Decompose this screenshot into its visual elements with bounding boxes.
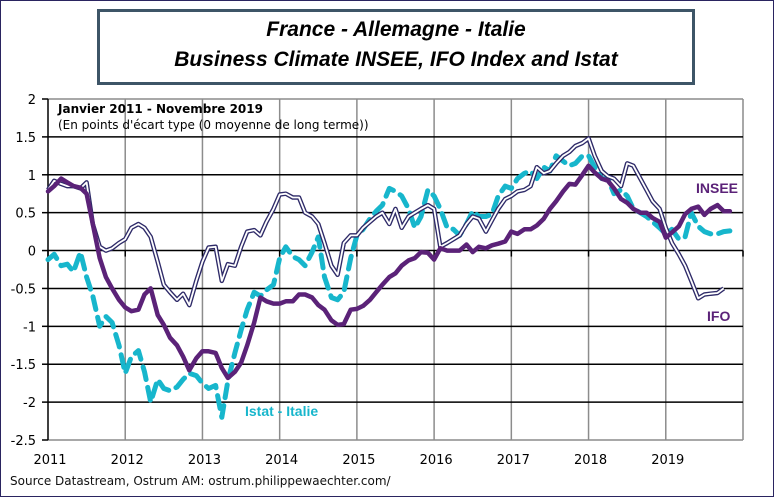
x-tick-label: 2014 bbox=[265, 453, 298, 468]
y-axis-ticks: 2 1.5 1 0.5 0 -0.5 -1 -1.5 -2 -2.5 bbox=[11, 93, 744, 449]
chart-title-box: France - Allemagne - Italie Business Cli… bbox=[97, 9, 695, 85]
chart-subtitle: Janvier 2011 - Novembre 2019 bbox=[57, 102, 263, 116]
y-tick-label: 0 bbox=[28, 245, 36, 260]
x-tick-label: 2015 bbox=[342, 453, 375, 468]
label-ifo: IFO bbox=[707, 308, 730, 324]
y-tick-label: 2 bbox=[28, 93, 36, 108]
x-tick-label: 2018 bbox=[574, 453, 607, 468]
x-tick-label: 2016 bbox=[420, 453, 453, 468]
y-tick-label: 0.5 bbox=[15, 207, 36, 222]
x-tick-label: 2017 bbox=[497, 453, 530, 468]
chart-title-line-2: Business Climate INSEE, IFO Index and Is… bbox=[174, 48, 618, 71]
x-tick-label: 2012 bbox=[111, 453, 144, 468]
x-tick-label: 2011 bbox=[33, 453, 66, 468]
y-tick-label: 1.5 bbox=[15, 131, 36, 146]
series-line-insee bbox=[45, 163, 733, 381]
x-tick-label: 2013 bbox=[188, 453, 221, 468]
grid bbox=[47, 98, 744, 441]
x-axis-ticks: 2011 2012 2013 2014 2015 2016 2017 2018 2019 bbox=[33, 453, 684, 468]
series-line-ifo-inner bbox=[47, 137, 725, 306]
y-tick-label: -1.5 bbox=[11, 358, 36, 373]
label-istat: Istat - Italie bbox=[245, 403, 318, 419]
y-tick-label: -0.5 bbox=[11, 282, 36, 297]
y-tick-label: -1 bbox=[23, 320, 36, 335]
chart-note: (En points d'écart type (0 moyenne de lo… bbox=[58, 118, 369, 132]
chart-title-line-1: France - Allemagne - Italie bbox=[266, 18, 526, 41]
series-lines bbox=[45, 136, 733, 420]
source-note: Source Datastream, Ostrum AM: ostrum.phi… bbox=[10, 474, 391, 488]
y-tick-label: 1 bbox=[28, 169, 36, 184]
x-tick-label: 2019 bbox=[651, 453, 684, 468]
y-tick-label: -2.5 bbox=[11, 434, 36, 449]
y-tick-label: -2 bbox=[23, 396, 36, 411]
label-insee: INSEE bbox=[696, 180, 738, 196]
